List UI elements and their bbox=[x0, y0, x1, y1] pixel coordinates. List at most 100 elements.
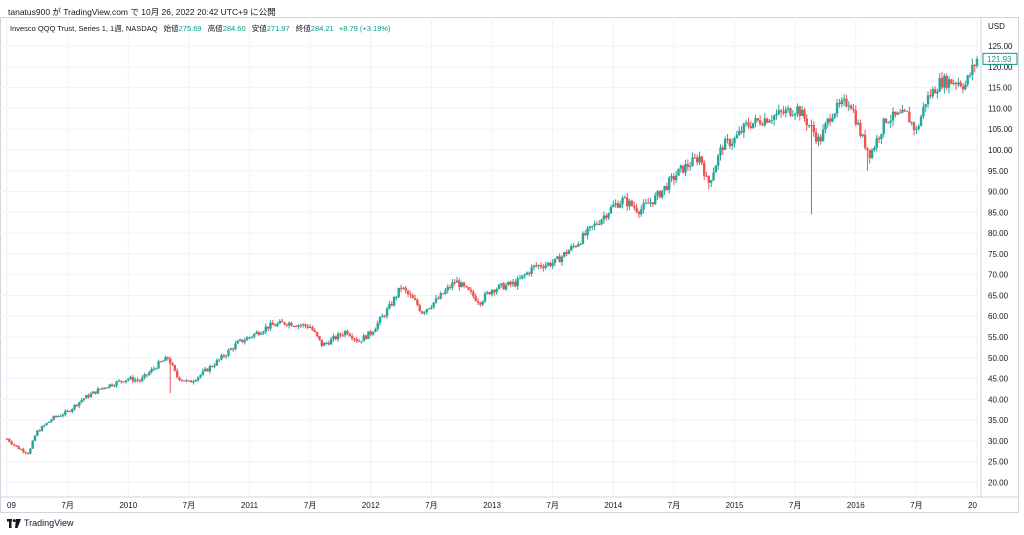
y-tick-label: 75.00 bbox=[988, 250, 1009, 259]
candle-body bbox=[87, 395, 90, 398]
candle-body bbox=[164, 357, 167, 361]
x-tick-label: 7月 bbox=[789, 501, 801, 510]
candle-body bbox=[248, 337, 251, 339]
candle-body bbox=[504, 285, 508, 290]
candle-body bbox=[423, 312, 426, 314]
candle-body bbox=[763, 118, 767, 126]
candle-body bbox=[273, 324, 277, 327]
candle-body bbox=[973, 65, 976, 67]
candle-body bbox=[395, 296, 398, 298]
candle-body bbox=[884, 118, 888, 123]
candle-body bbox=[609, 207, 613, 214]
price-chart[interactable]: USD 20.00 25.00 30.00 35.00 40.00 45.00 50.00 5… bbox=[0, 17, 1020, 515]
candle-body bbox=[350, 336, 354, 339]
candle-body bbox=[213, 365, 216, 367]
candle-body bbox=[574, 245, 578, 247]
y-tick-label: 45.00 bbox=[988, 375, 1009, 384]
candle-body bbox=[943, 75, 946, 88]
candle-body bbox=[376, 322, 379, 330]
candle-body bbox=[693, 157, 697, 159]
candle-body bbox=[675, 175, 678, 181]
candle-body bbox=[238, 339, 242, 341]
y-tick-label: 110.00 bbox=[988, 104, 1012, 113]
low-value: 271.97 bbox=[266, 24, 290, 33]
candle-body bbox=[483, 293, 487, 302]
candle-body bbox=[919, 116, 923, 127]
candle-body bbox=[621, 197, 624, 204]
candle-body bbox=[528, 272, 531, 274]
open-value: 275.69 bbox=[178, 24, 202, 33]
candle-body bbox=[702, 162, 706, 176]
candle-body bbox=[47, 421, 51, 423]
candle-body bbox=[612, 204, 615, 208]
candle-body bbox=[409, 294, 412, 296]
candle-body bbox=[8, 438, 11, 442]
x-tick-label: 2010 bbox=[119, 501, 137, 510]
candle-body bbox=[947, 79, 951, 88]
candle-body bbox=[85, 395, 88, 399]
candle-body bbox=[229, 348, 233, 350]
candle-body bbox=[509, 281, 512, 285]
candle-body bbox=[94, 391, 97, 394]
candle-body bbox=[952, 83, 955, 85]
candle-body bbox=[658, 191, 662, 198]
candle-body bbox=[64, 410, 67, 415]
x-tick-label: 2012 bbox=[362, 501, 380, 510]
candle-body bbox=[325, 342, 328, 344]
tradingview-logo-icon bbox=[7, 518, 21, 528]
candle-body bbox=[544, 265, 547, 269]
candle-body bbox=[264, 326, 268, 332]
candle-body bbox=[355, 339, 358, 342]
candle-body bbox=[490, 289, 494, 295]
candle-body bbox=[719, 147, 722, 156]
candle-body bbox=[308, 326, 312, 328]
candle-body bbox=[563, 252, 566, 257]
candle-body bbox=[117, 380, 121, 382]
candle-body bbox=[469, 289, 473, 292]
candle-body bbox=[570, 246, 573, 251]
candle-body bbox=[530, 267, 533, 274]
candle-body bbox=[567, 250, 571, 255]
candle-body bbox=[129, 376, 132, 379]
candle-body bbox=[245, 337, 249, 341]
candle-body bbox=[190, 380, 193, 383]
candle-body bbox=[605, 215, 608, 218]
candle-body bbox=[577, 244, 580, 247]
candle-body bbox=[863, 134, 867, 148]
candle-body bbox=[201, 370, 205, 375]
candle-body bbox=[82, 398, 86, 401]
candle-body bbox=[777, 110, 781, 114]
candle-body bbox=[838, 102, 841, 105]
high-value: 284.60 bbox=[222, 24, 246, 33]
candle-body bbox=[502, 283, 505, 290]
candle-body bbox=[798, 106, 801, 117]
candle-body bbox=[535, 265, 538, 267]
candle-body bbox=[507, 281, 510, 286]
candle-body bbox=[54, 416, 58, 418]
candle-body bbox=[705, 175, 708, 177]
change-value: +8.79 (+3.19%) bbox=[338, 24, 391, 33]
candle-body bbox=[266, 326, 270, 329]
candle-body bbox=[336, 333, 340, 340]
candle-body bbox=[278, 320, 282, 324]
candle-body bbox=[721, 147, 725, 150]
x-tick-label: 2015 bbox=[726, 501, 744, 510]
candle-body bbox=[616, 203, 620, 208]
candle-body bbox=[89, 393, 93, 398]
price-axis[interactable]: USD 20.00 25.00 30.00 35.00 40.00 45.00 50.00 5… bbox=[980, 17, 1013, 497]
candle-body bbox=[716, 155, 720, 166]
candle-body bbox=[346, 331, 349, 335]
time-axis[interactable]: 09 7月 2010 7月 2011 7月 2012 7月 2013 7月 2014 7月 2015 7月… bbox=[0, 496, 1019, 510]
candle-body bbox=[255, 332, 258, 334]
candle-body bbox=[723, 139, 727, 150]
candle-body bbox=[381, 315, 384, 318]
candle-body bbox=[619, 203, 622, 208]
candle-body bbox=[810, 125, 813, 127]
candle-body bbox=[315, 332, 319, 337]
candle-body bbox=[75, 404, 79, 406]
x-tick-label: 2011 bbox=[241, 501, 259, 510]
footer-brand[interactable]: TradingView bbox=[7, 518, 74, 528]
chart-frame bbox=[0, 17, 1019, 513]
candle-body bbox=[679, 165, 683, 169]
candle-body bbox=[835, 102, 839, 114]
